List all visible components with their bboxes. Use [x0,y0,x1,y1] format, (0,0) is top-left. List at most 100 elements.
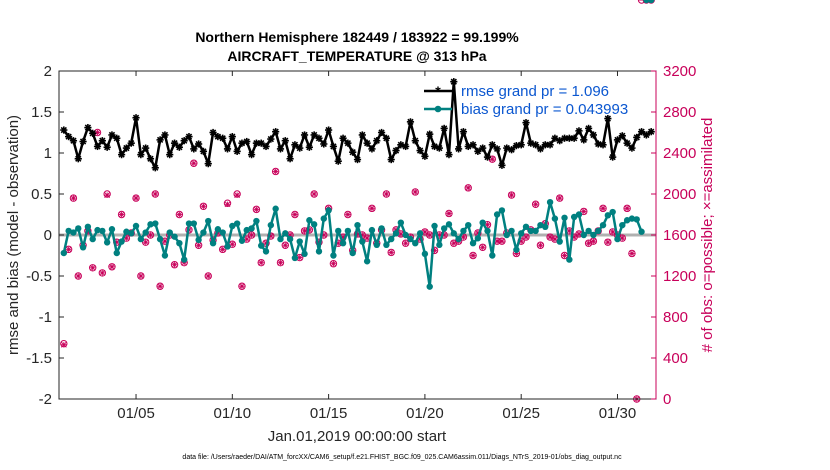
bias-point [339,240,347,247]
obs-assimilated-point [369,205,375,212]
bias-point [335,227,342,235]
obs-assimilated-point [523,234,529,240]
bias-point [378,225,385,232]
obs-possible-point [478,243,487,252]
rmse-point-stroke [335,158,342,165]
rmse-point [108,131,116,139]
rmse-point [353,155,362,164]
y-tick-label: -1 [39,309,52,326]
bias-point [291,254,299,262]
bias-point [325,207,332,214]
rmse-point-stroke [363,140,371,147]
bias-point [354,221,361,229]
rmse-point-stroke [123,144,130,152]
obs-possible-point [368,204,376,213]
obs-possible-point [556,194,564,202]
obs-possible-point [637,0,646,4]
bias-point [585,227,592,235]
bias-point [277,235,284,243]
rmse-point-stroke [648,128,655,135]
y-axis-label: rmse and bias (model - observation) [5,115,22,355]
rmse-point [272,128,280,136]
rmse-point-stroke [200,148,207,155]
rmse-point-stroke [460,128,467,135]
rmse-point-stroke [311,131,318,139]
rmse-point-stroke [628,144,636,152]
obs-possible-point [623,204,631,213]
obs-assimilated-point [426,232,433,238]
rmse-point-stroke [243,138,250,145]
obs-possible-point [247,231,256,239]
obs-possible-point [257,258,265,267]
y-axis-right: 0 400 800 1200 1600 2000 2400 2800 3200 [651,63,696,408]
rmse-point-stroke [267,135,274,143]
rmse-point [584,124,593,132]
obs-assimilated-point [195,242,202,249]
rmse-point [618,132,626,140]
bias-point [195,236,202,244]
rmse-point-stroke [214,133,222,140]
rmse-point-stroke [537,145,544,153]
obs-assimilated-point [137,273,144,279]
obs-assimilated-point [446,210,452,217]
rmse-point-stroke [286,155,294,162]
rmse-point [300,131,309,139]
obs-possible-point [276,258,285,267]
rmse-point [623,139,631,147]
y-tick-label-right: 400 [663,350,688,367]
rmse-point [483,153,492,161]
bias-point [349,249,356,257]
rmse-point [161,131,169,139]
bias-point [623,217,631,224]
obs-possible-point [580,207,588,216]
rmse-point [195,140,203,148]
bias-point [219,229,226,236]
rmse-point [363,139,371,147]
rmse-point-stroke [89,130,96,137]
x-tick-label: 01/25 [502,405,540,422]
rmse-point-stroke [503,144,510,152]
rmse-point-stroke [378,129,385,136]
rmse-point [257,139,265,147]
bias-point [609,208,616,216]
rmse-point-stroke [489,141,496,148]
x-tick-label: 01/15 [310,405,348,422]
bias-point [152,220,159,227]
rmse-point-stroke [436,144,443,152]
obs-possible-point [329,260,338,268]
rmse-point-stroke [474,148,482,155]
rmse-point [137,151,145,159]
rmse-point-stroke [580,136,587,144]
obs-possible-point [74,272,82,280]
obs-assimilated-point [234,192,241,198]
obs-assimilated-point [258,259,265,266]
rmse-point-stroke [233,148,241,155]
rmse-point [498,161,506,169]
bias-point [426,283,433,290]
rmse-point [98,137,106,145]
y-tick-label-right: 800 [663,309,688,326]
bias-point [595,227,602,235]
bias-point [214,226,222,233]
obs-possible-point [98,269,107,277]
bias-point [147,221,154,228]
rmse-point [589,131,598,139]
y-tick-label-right: 2000 [663,186,696,203]
rmse-point-stroke [166,151,173,158]
obs-possible-point [252,205,261,214]
rmse-point-stroke [561,135,568,142]
bias-point [248,225,255,232]
rmse-point-stroke [522,119,530,126]
rmse-point-stroke [513,142,520,149]
rmse-point-stroke [479,144,486,152]
bias-point [532,227,539,235]
obs-assimilated-point [499,238,505,245]
rmse-point [156,136,164,144]
bias-point [628,215,636,222]
obs-assimilated-point [465,184,472,191]
y-axis-label-right: # of obs: o=possible; ×=assimilated [699,118,716,353]
rmse-point-stroke [619,132,626,139]
rmse-point [276,145,285,153]
rmse-point-stroke [195,140,202,148]
bias-point [431,222,438,230]
